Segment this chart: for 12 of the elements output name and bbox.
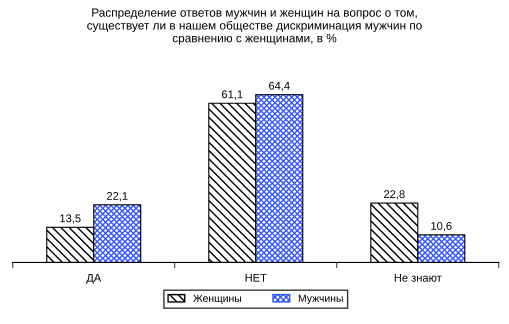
chart-title: Распределение ответов мужчин и женщин на вопрос о том, существует ли в нашем обществе дискриминация мужчин по сравнению с женщинами, в % [87,8,422,45]
legend-label: Мужчины [298,294,343,304]
data-label: 64,4 [269,82,290,91]
x-tick-label: Не знают [394,274,442,282]
x-tick-label: ДА [86,274,102,284]
data-label: 10,6 [431,222,452,232]
data-label: 22,8 [384,190,405,200]
legend-label: Женщины [193,294,242,304]
x-tick-label: НЕТ [246,274,267,282]
data-label: 61,1 [222,90,243,100]
data-label: 22,1 [106,192,128,202]
data-label: 13,5 [60,214,81,224]
